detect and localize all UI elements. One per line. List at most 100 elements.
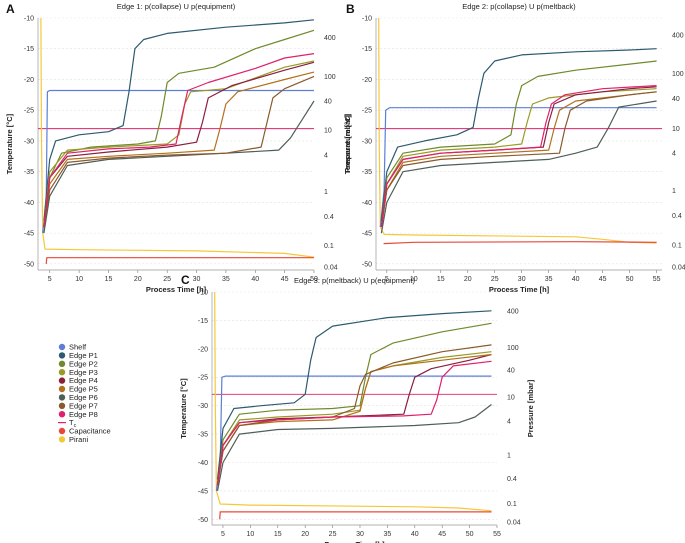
x-tick-label: 30 bbox=[193, 276, 201, 283]
y-tick-label: -45 bbox=[198, 488, 208, 495]
x-tick-label: 55 bbox=[653, 276, 661, 283]
legend-label: Edge P6 bbox=[69, 393, 98, 402]
y-tick-label: -50 bbox=[198, 517, 208, 524]
y-tick-label: -35 bbox=[198, 432, 208, 439]
series-line-edge-p5 bbox=[43, 71, 315, 228]
y2-tick-label: 100 bbox=[324, 74, 336, 81]
legend-label: Edge P2 bbox=[69, 359, 98, 368]
series-line-edge-p6 bbox=[216, 404, 492, 492]
x-tick-label: 15 bbox=[437, 276, 445, 283]
y-tick-label: -30 bbox=[198, 403, 208, 410]
y-axis-label: Temperature [°C] bbox=[5, 113, 14, 174]
y2-tick-label: 100 bbox=[672, 71, 684, 78]
series-line-edge-p2 bbox=[380, 60, 657, 228]
y-tick-label: -20 bbox=[198, 346, 208, 353]
legend-label: Edge P1 bbox=[69, 351, 98, 360]
series-line-shelf bbox=[379, 107, 657, 228]
y2-axis-label: Pressure [mbar] bbox=[343, 115, 352, 173]
x-tick-label: 50 bbox=[626, 276, 634, 283]
x-axis-label: Process Time [h] bbox=[324, 540, 385, 543]
legend-marker bbox=[58, 360, 66, 367]
series-line-capacitance bbox=[45, 257, 314, 264]
series-line-edge-p1 bbox=[216, 310, 492, 480]
legend-label: Edge P7 bbox=[69, 401, 98, 410]
series-line-capacitance bbox=[383, 241, 657, 245]
y2-tick-label: 4 bbox=[672, 151, 676, 158]
panel-letter: B bbox=[346, 2, 355, 16]
x-tick-label: 40 bbox=[572, 276, 580, 283]
x-tick-label: 20 bbox=[464, 276, 472, 283]
series-line-pirani bbox=[378, 17, 657, 244]
y2-tick-label: 40 bbox=[672, 96, 680, 103]
series-line-pirani bbox=[214, 291, 492, 512]
y2-tick-label: 0.1 bbox=[324, 243, 334, 250]
panel-letter: C bbox=[181, 273, 190, 287]
y-axis-label: Temperature [°C] bbox=[179, 378, 188, 439]
legend-label: Edge P4 bbox=[69, 376, 98, 385]
series-line-edge-p2 bbox=[216, 322, 492, 486]
series-line-edge-p8 bbox=[380, 85, 657, 228]
y-tick-label: -20 bbox=[24, 77, 34, 84]
y-tick-label: -45 bbox=[362, 231, 372, 238]
legend-marker bbox=[58, 352, 66, 359]
series-line-edge-p8 bbox=[43, 53, 315, 228]
y-tick-label: -35 bbox=[362, 169, 372, 176]
y2-tick-label: 10 bbox=[672, 126, 680, 133]
series-line-edge-p4 bbox=[43, 61, 315, 228]
series-line-edge-p6 bbox=[380, 100, 657, 234]
y2-tick-label: 10 bbox=[507, 395, 515, 402]
x-tick-label: 40 bbox=[251, 276, 259, 283]
x-tick-label: 40 bbox=[411, 531, 419, 538]
y-axis-label: Temperature [°C] bbox=[343, 113, 352, 174]
y2-tick-label: 0.4 bbox=[672, 213, 682, 220]
y-tick-label: -15 bbox=[362, 46, 372, 53]
legend-label: Edge P3 bbox=[69, 368, 98, 377]
legend-label: Capacitance bbox=[69, 427, 111, 436]
y-tick-label: -45 bbox=[24, 231, 34, 238]
y-tick-label: -10 bbox=[24, 16, 34, 23]
x-tick-label: 45 bbox=[281, 276, 289, 283]
series-line-edge-p7 bbox=[380, 91, 657, 228]
legend-marker bbox=[58, 436, 66, 443]
x-tick-label: 10 bbox=[75, 276, 83, 283]
x-axis-label: Process Time [h] bbox=[489, 285, 550, 294]
y2-tick-label: 0.04 bbox=[324, 264, 338, 271]
legend-label: Tc bbox=[69, 418, 77, 429]
x-tick-label: 5 bbox=[385, 276, 389, 283]
x-tick-label: 50 bbox=[466, 531, 474, 538]
legend-marker bbox=[58, 411, 66, 418]
x-tick-label: 30 bbox=[518, 276, 526, 283]
series-line-edge-p3 bbox=[216, 351, 492, 486]
x-tick-label: 25 bbox=[491, 276, 499, 283]
series-line-edge-p2 bbox=[43, 29, 315, 228]
series-line-edge-p5 bbox=[216, 353, 492, 486]
x-tick-label: 5 bbox=[48, 276, 52, 283]
legend-marker bbox=[58, 427, 66, 435]
y-tick-label: -40 bbox=[362, 200, 372, 207]
y2-tick-label: 10 bbox=[324, 127, 332, 134]
x-tick-label: 25 bbox=[163, 276, 171, 283]
x-tick-label: 30 bbox=[356, 531, 364, 538]
y-tick-label: -10 bbox=[362, 16, 372, 23]
legend-marker bbox=[58, 343, 66, 351]
legend-label-subscript: c bbox=[74, 423, 77, 429]
series-line-pirani bbox=[40, 17, 315, 258]
series-line-edge-p7 bbox=[43, 75, 315, 228]
series-line-edge-p3 bbox=[380, 88, 657, 228]
legend-label: Pirani bbox=[69, 435, 89, 444]
panel-b: B Edge 2: p(collapse) U p(meltback) -10 -15… bbox=[343, 2, 685, 294]
series-line-edge-p1 bbox=[43, 19, 315, 221]
series-line-edge-p8 bbox=[216, 360, 492, 486]
chart-title: Edge 1: p(collapse) U p(equipment) bbox=[117, 2, 236, 11]
y2-tick-label: 40 bbox=[324, 98, 332, 105]
x-tick-label: 35 bbox=[222, 276, 230, 283]
legend-marker bbox=[58, 394, 66, 401]
y-tick-label: -20 bbox=[362, 77, 372, 84]
legend-marker bbox=[58, 385, 66, 393]
y2-tick-label: 0.04 bbox=[507, 520, 521, 527]
series-line-edge-p1 bbox=[380, 48, 657, 221]
y-tick-label: -10 bbox=[198, 290, 208, 297]
y-tick-label: -40 bbox=[24, 200, 34, 207]
